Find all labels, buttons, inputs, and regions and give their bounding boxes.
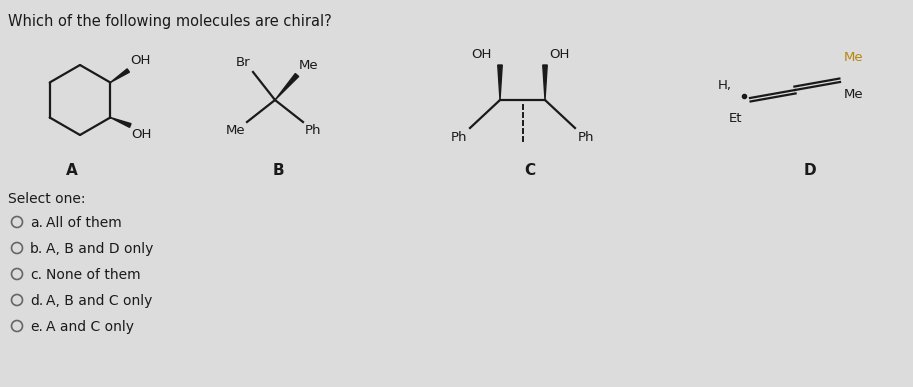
Text: All of them: All of them (46, 216, 121, 230)
Text: Ph: Ph (305, 124, 321, 137)
Text: A and C only: A and C only (46, 320, 134, 334)
Text: OH: OH (549, 48, 570, 61)
Text: B: B (272, 163, 284, 178)
Text: None of them: None of them (46, 268, 141, 282)
Text: Et: Et (729, 112, 742, 125)
Text: Me: Me (844, 88, 864, 101)
Polygon shape (110, 118, 131, 127)
Text: Which of the following molecules are chiral?: Which of the following molecules are chi… (8, 14, 331, 29)
Text: Ph: Ph (450, 131, 467, 144)
Text: b.: b. (30, 242, 43, 256)
Polygon shape (498, 65, 502, 100)
Text: Ph: Ph (578, 131, 594, 144)
Text: Me: Me (226, 124, 245, 137)
Text: A, B and C only: A, B and C only (46, 294, 152, 308)
Text: OH: OH (472, 48, 492, 61)
Text: c.: c. (30, 268, 42, 282)
Text: OH: OH (131, 128, 152, 142)
Text: D: D (803, 163, 816, 178)
Polygon shape (542, 65, 547, 100)
Text: A, B and D only: A, B and D only (46, 242, 153, 256)
Text: Me: Me (299, 59, 319, 72)
Text: Select one:: Select one: (8, 192, 86, 206)
Polygon shape (110, 69, 130, 82)
Text: a.: a. (30, 216, 43, 230)
Text: OH: OH (131, 55, 151, 67)
Polygon shape (275, 74, 299, 100)
Text: A: A (66, 163, 78, 178)
Text: Br: Br (236, 56, 250, 69)
Text: C: C (524, 163, 536, 178)
Text: e.: e. (30, 320, 43, 334)
Text: d.: d. (30, 294, 43, 308)
Text: H,: H, (718, 79, 732, 92)
Text: Me: Me (844, 51, 864, 64)
